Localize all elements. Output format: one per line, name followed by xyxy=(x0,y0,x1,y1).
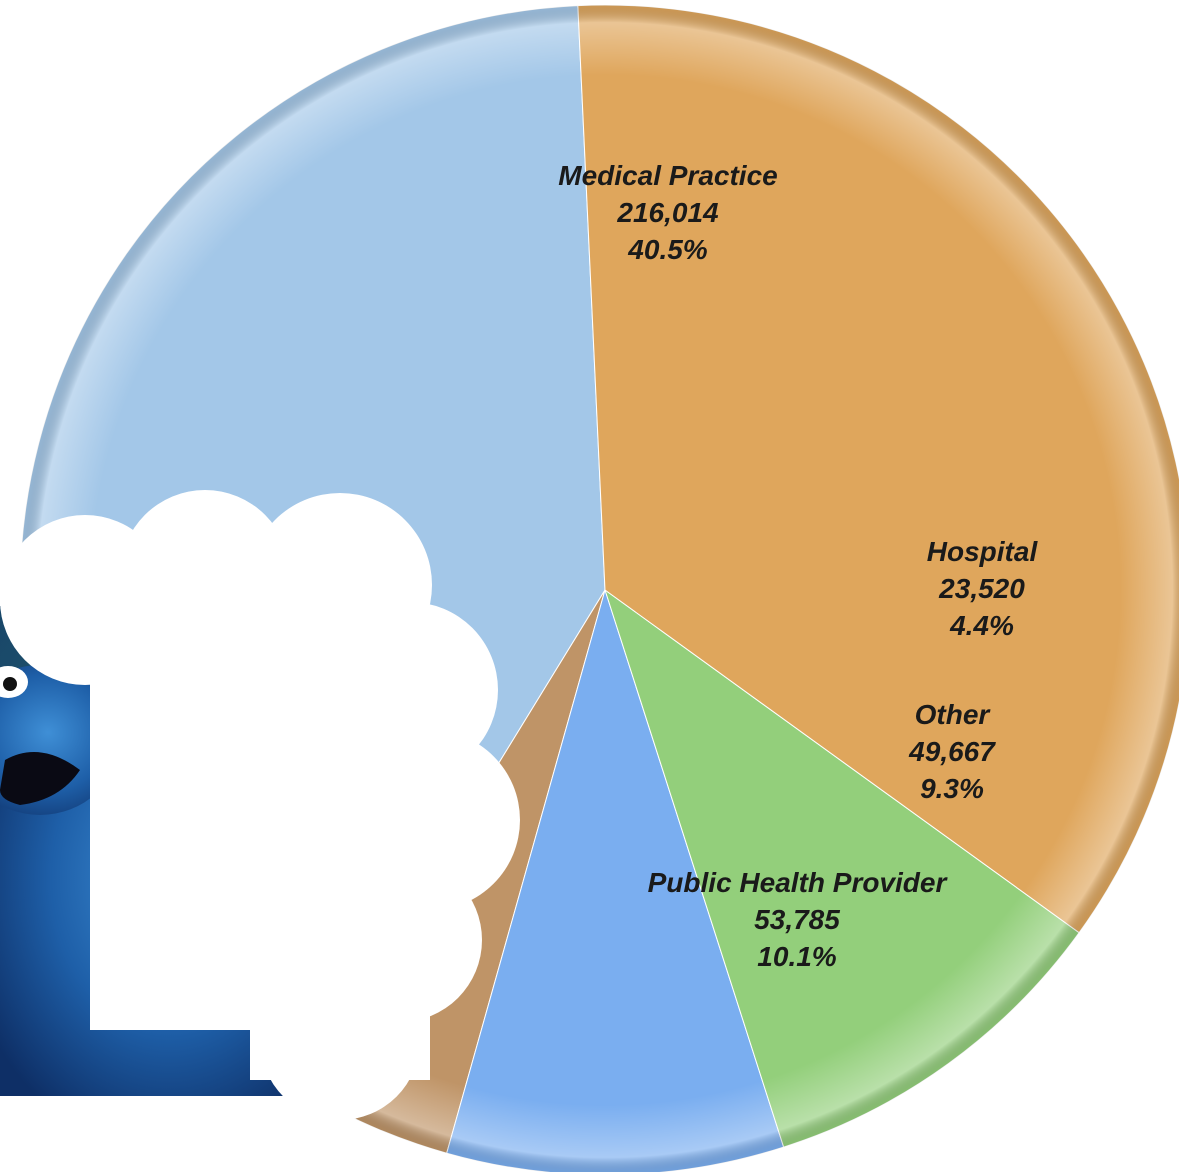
slice-label-hospital: Hospital 23,520 4.4% xyxy=(927,536,1039,641)
slice-label-medical-practice: Medical Practice 216,014 40.5% xyxy=(558,160,777,265)
slice-value: 53,785 xyxy=(754,904,840,935)
slice-value: 216,014 xyxy=(616,197,719,228)
slice-percent: 40.5% xyxy=(627,234,707,265)
slice-percent: 4.4% xyxy=(949,610,1014,641)
slice-label-public-health-provider: Public Health Provider 53,785 10.1% xyxy=(648,867,949,972)
slice-name: Hospital xyxy=(927,536,1039,567)
slice-percent: 10.1% xyxy=(757,941,836,972)
slice-labels: Medical Practice 216,014 40.5% Hospital 23,5… xyxy=(558,160,1038,972)
slice-value: 49,667 xyxy=(908,736,996,767)
slice-percent: 9.3% xyxy=(920,773,984,804)
slice-label-other: Other 49,667 9.3% xyxy=(908,699,996,804)
slice-name: Public Health Provider xyxy=(648,867,949,898)
cloud-shape-icon xyxy=(0,490,520,1120)
slice-value: 23,520 xyxy=(938,573,1025,604)
slice-name: Other xyxy=(915,699,992,730)
slice-name: Medical Practice xyxy=(558,160,777,191)
